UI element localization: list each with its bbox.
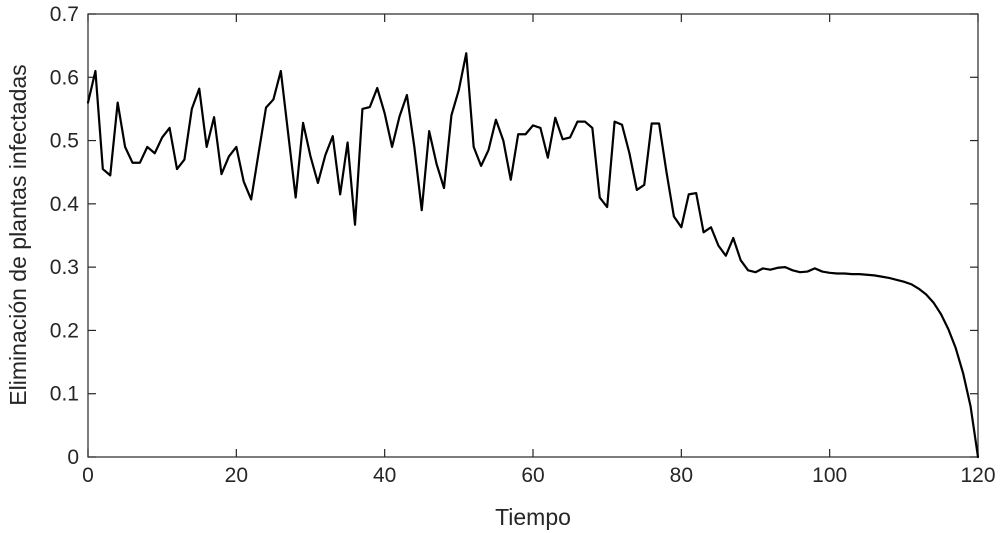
series-group [86, 52, 980, 459]
x-tick-label: 100 [812, 464, 847, 487]
x-tick-label: 60 [521, 464, 544, 487]
y-tick-label: 0.4 [50, 193, 80, 216]
tick-labels: 0 20 40 60 80 100 120 0 0.1 0.2 0.3 0.4 0.5 0.6 0.7 [50, 3, 996, 487]
x-tick-label: 120 [960, 464, 995, 487]
y-tick-label: 0.3 [50, 256, 79, 279]
y-tick-label: 0.7 [50, 3, 79, 26]
y-tick-label: 0.5 [50, 130, 79, 153]
x-tick-label: 0 [82, 464, 94, 487]
y-tick-label: 0 [67, 446, 79, 469]
plot-area [87, 13, 979, 458]
x-tick-label: 40 [373, 464, 396, 487]
y-tick-label: 0.1 [50, 383, 79, 406]
y-tick-label: 0.6 [50, 66, 79, 89]
x-axis-title: Tiempo [495, 504, 571, 530]
y-axis-title: Eliminación de plantas infectadas [5, 64, 31, 405]
series-line [86, 52, 980, 459]
x-tick-label: 80 [670, 464, 693, 487]
x-tick-label: 20 [225, 464, 248, 487]
y-tick-label: 0.2 [50, 319, 79, 342]
